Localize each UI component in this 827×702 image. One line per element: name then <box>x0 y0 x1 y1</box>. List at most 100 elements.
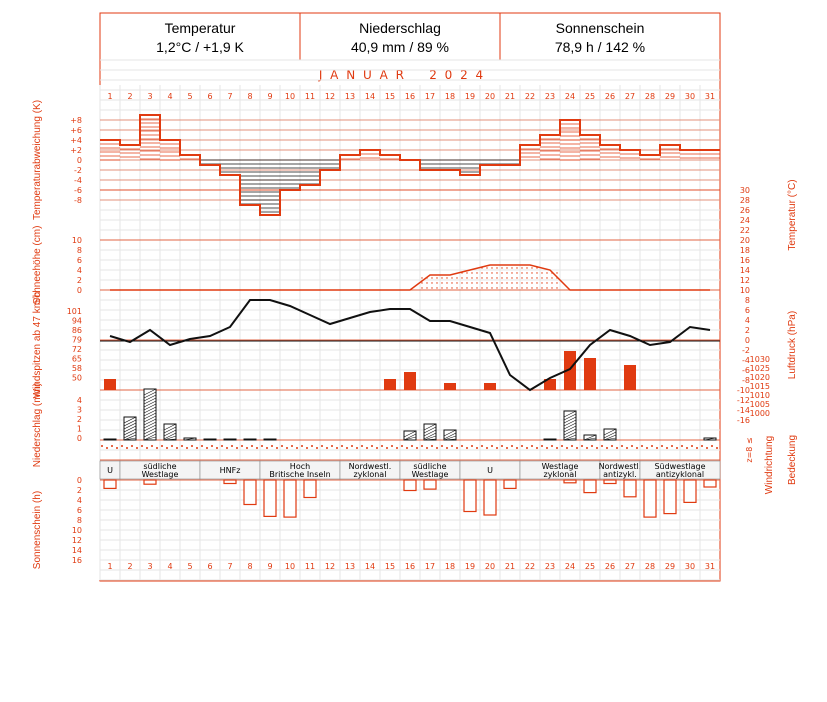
precip-hatch <box>143 406 157 414</box>
precip-hatch <box>143 430 157 438</box>
cloud-dot <box>206 447 208 449</box>
snow-dot <box>546 282 548 284</box>
cloud-dot <box>326 447 328 449</box>
weather-type-label: HNFz <box>220 466 241 475</box>
cloud-dot <box>251 445 253 447</box>
day-label-bottom: 30 <box>685 562 695 571</box>
snow-dot <box>531 282 533 284</box>
snow-dot <box>476 282 478 284</box>
precip-hatch <box>203 438 217 441</box>
cloud-dot <box>321 445 323 447</box>
cloud-dot <box>611 445 613 447</box>
snow-dot <box>451 277 453 279</box>
cloud-dot <box>291 445 293 447</box>
cloud-dot <box>616 447 618 449</box>
cloud-dot <box>676 447 678 449</box>
snow-dot <box>496 267 498 269</box>
temp-right-tick: 26 <box>740 206 750 215</box>
cloud-dot <box>176 447 178 449</box>
sun-tick: 6 <box>77 506 82 515</box>
cloud-dot <box>591 445 593 447</box>
precip-hatch <box>563 428 577 436</box>
cloud-dot <box>621 445 623 447</box>
temp-right-tick: 2 <box>745 326 750 335</box>
axis-title: Luftdruck (hPa) <box>787 311 798 379</box>
snow-dot <box>441 287 443 289</box>
cloud-dot <box>136 447 138 449</box>
day-label-top: 28 <box>645 92 655 101</box>
precip-hatch <box>143 397 157 405</box>
snow-dot <box>526 272 528 274</box>
cloud-dot <box>576 447 578 449</box>
cloud-dot <box>396 447 398 449</box>
cloud-dot <box>636 447 638 449</box>
sunshine-bar <box>603 479 617 485</box>
cloud-dot <box>106 447 108 449</box>
temp-value: 1,2°C / +1,9 K <box>156 39 244 55</box>
snow-dot <box>446 277 448 279</box>
day-label-bottom: 22 <box>525 562 535 571</box>
precip-bar <box>143 388 157 441</box>
snow-dot <box>481 267 483 269</box>
cloud-dot <box>486 447 488 449</box>
snow-dot <box>486 282 488 284</box>
snow-dot <box>506 267 508 269</box>
precip-hatch <box>143 391 157 399</box>
axis-title: Windspitzen ab 47 km/h <box>32 292 43 399</box>
precip-hatch <box>243 438 257 441</box>
temp-right-tick: 22 <box>740 226 750 235</box>
day-label-bottom: 1 <box>107 562 112 571</box>
snow-dot <box>501 267 503 269</box>
precip-hatch <box>123 428 137 436</box>
temp-dev-tick: -6 <box>74 186 82 195</box>
pressure-tick: 1010 <box>750 391 770 400</box>
snow-dot <box>461 282 463 284</box>
temp-right-tick: 28 <box>740 196 750 205</box>
snow-dot <box>431 277 433 279</box>
precip-hatch <box>163 435 177 441</box>
pressure-tick: 1025 <box>750 364 770 373</box>
day-label-top: 20 <box>485 92 495 101</box>
cloud-dot <box>146 447 148 449</box>
cloud-dot <box>661 445 663 447</box>
day-label-top: 16 <box>405 92 415 101</box>
precip-hatch <box>563 416 577 424</box>
precip-hatch <box>143 424 157 432</box>
precip-hatch <box>143 427 157 435</box>
cloud-dot <box>331 445 333 447</box>
temp-right-tick: 8 <box>745 296 750 305</box>
temp-right-tick: 14 <box>740 266 750 275</box>
cloud-dot <box>461 445 463 447</box>
cloud-dot <box>716 447 718 449</box>
weather-type-cell <box>639 460 721 480</box>
day-label-bottom: 10 <box>285 562 295 571</box>
cloud-dot <box>211 445 213 447</box>
cloud-dot <box>571 445 573 447</box>
cloud-dot <box>226 447 228 449</box>
precip-hatch <box>103 438 117 441</box>
wind-gust-bar <box>584 358 596 390</box>
cloud-dot <box>126 447 128 449</box>
cloud-dot <box>116 447 118 449</box>
precip-hatch <box>403 436 417 441</box>
snow-dot <box>441 282 443 284</box>
cloud-dot <box>246 447 248 449</box>
precip-hatch <box>423 423 437 431</box>
cloud-dot <box>231 445 233 447</box>
snow-dot <box>531 267 533 269</box>
day-label-top: 8 <box>247 92 252 101</box>
precip-hatch <box>563 425 577 433</box>
snow-dot <box>496 277 498 279</box>
snow-dot <box>531 272 533 274</box>
sunshine-bar <box>103 479 117 489</box>
cloud-dot <box>541 445 543 447</box>
sunshine-bar <box>563 479 577 484</box>
precip-hatch <box>163 426 177 434</box>
snow-tick: 8 <box>77 246 82 255</box>
snow-dot <box>556 287 558 289</box>
cloud-dot <box>171 445 173 447</box>
sun-value: 78,9 h / 142 % <box>555 39 645 55</box>
cloud-dot <box>641 445 643 447</box>
sunshine-bar <box>303 479 317 499</box>
precip-hatch <box>163 432 177 440</box>
